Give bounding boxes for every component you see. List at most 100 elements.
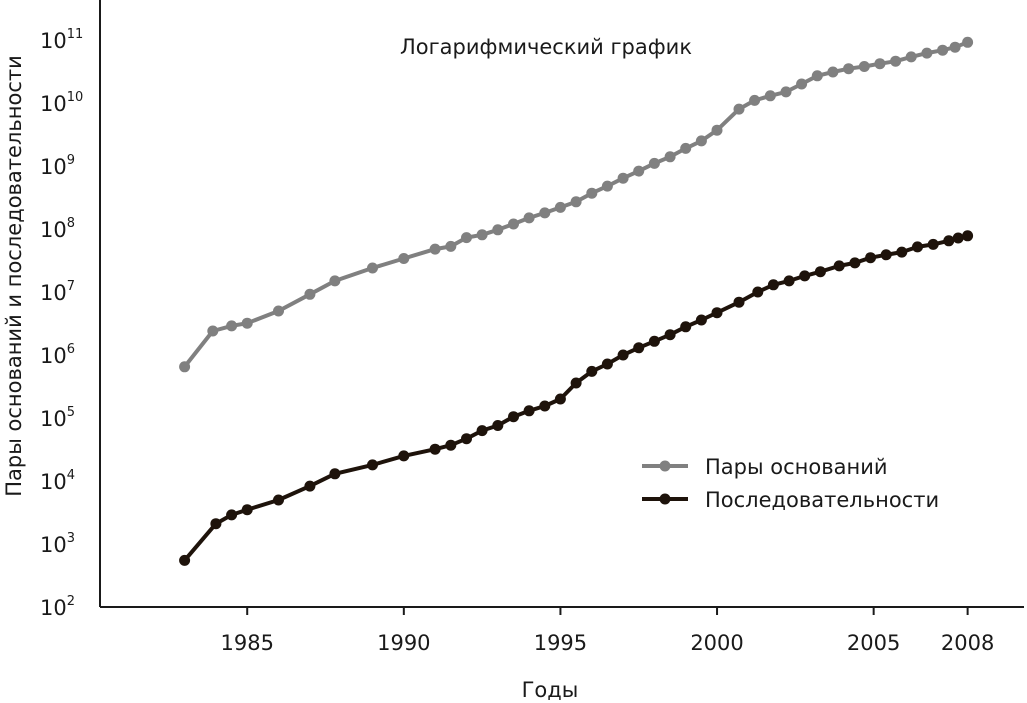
y-tick-exponent: 8: [67, 216, 75, 231]
data-point: [796, 78, 808, 90]
data-point: [539, 207, 551, 219]
x-tick-label: 2005: [847, 631, 900, 655]
x-ticks: 1985 1990 1995 2000 2005 2008: [220, 607, 994, 655]
data-point: [617, 349, 629, 361]
y-tick-exponent: 7: [67, 279, 75, 294]
data-point: [367, 459, 378, 471]
data-point: [445, 439, 457, 451]
y-tick-exponent: 2: [67, 594, 75, 609]
y-tick-base: 10: [40, 470, 67, 494]
y-axis-title: Пары оснований и последовательности: [2, 55, 26, 497]
data-point: [927, 238, 939, 250]
data-point: [554, 393, 566, 405]
data-point: [273, 305, 284, 317]
legend-item-base-pairs: Пары оснований: [642, 455, 888, 479]
y-tick-exponent: 11: [67, 27, 84, 42]
legend: Пары оснований Последовательности: [642, 455, 939, 512]
data-point: [633, 342, 645, 354]
data-point: [865, 252, 876, 264]
data-point: [648, 335, 660, 347]
y-tick-label: 1010: [40, 90, 83, 116]
y-tick-base: 10: [40, 92, 67, 116]
data-point: [937, 44, 949, 56]
data-point: [874, 58, 886, 70]
data-point: [890, 55, 902, 67]
data-point: [896, 246, 908, 258]
data-point: [843, 63, 855, 75]
chart-title: Логарифмический график: [400, 35, 692, 59]
data-point: [733, 296, 745, 308]
data-point: [304, 288, 316, 300]
data-point: [508, 411, 519, 423]
y-tick-exponent: 10: [67, 90, 84, 105]
y-tick-label: 105: [40, 405, 75, 431]
data-point: [664, 151, 676, 163]
data-point: [226, 320, 238, 332]
data-point: [539, 400, 551, 412]
y-tick-base: 10: [40, 596, 67, 620]
data-point: [586, 187, 598, 199]
series-base-pairs: [179, 36, 974, 373]
y-tick-base: 10: [40, 29, 67, 53]
data-point: [799, 270, 811, 282]
data-point: [764, 90, 776, 102]
data-point: [962, 230, 974, 242]
data-point: [780, 86, 792, 98]
data-point: [554, 201, 566, 213]
data-point: [833, 260, 845, 272]
data-point: [398, 253, 410, 264]
legend-label-base-pairs: Пары оснований: [705, 455, 888, 479]
data-point: [329, 275, 341, 287]
y-tick-exponent: 6: [67, 342, 75, 357]
axes: [99, 0, 1024, 608]
data-point: [733, 103, 745, 115]
y-tick-base: 10: [40, 344, 67, 368]
data-point: [949, 41, 961, 53]
y-tick-label: 1011: [40, 27, 83, 53]
data-point: [226, 509, 238, 521]
data-point: [858, 61, 870, 72]
data-point: [179, 554, 191, 566]
data-point: [912, 241, 923, 253]
data-point: [767, 279, 779, 291]
data-point: [329, 468, 341, 480]
data-point: [680, 321, 692, 333]
data-point: [461, 232, 472, 244]
data-point: [207, 325, 219, 337]
data-point: [304, 480, 316, 492]
data-point: [943, 235, 955, 247]
data-point: [749, 94, 761, 106]
data-point: [711, 124, 723, 136]
x-axis-title: Годы: [522, 678, 579, 702]
data-point: [962, 36, 974, 48]
data-point: [523, 212, 535, 224]
data-point: [711, 307, 723, 319]
data-point: [905, 51, 917, 63]
y-tick-label: 106: [40, 342, 75, 368]
data-point: [508, 218, 519, 230]
data-point: [273, 494, 284, 506]
data-point: [445, 240, 457, 252]
data-point: [664, 329, 676, 341]
data-point: [476, 425, 488, 437]
data-point: [633, 165, 645, 177]
x-tick-label: 2008: [941, 631, 994, 655]
y-tick-label: 107: [40, 279, 75, 305]
data-point: [601, 180, 613, 192]
data-point: [367, 262, 378, 274]
x-tick-label: 2000: [690, 631, 743, 655]
data-point: [952, 232, 964, 244]
data-point: [648, 157, 660, 169]
y-tick-base: 10: [40, 533, 67, 557]
y-tick-exponent: 9: [67, 153, 75, 168]
data-point: [461, 433, 472, 445]
data-point: [492, 420, 504, 431]
data-point: [814, 266, 826, 278]
data-point: [398, 450, 410, 462]
y-tick-label: 102: [40, 594, 75, 620]
data-point: [680, 142, 692, 154]
data-point: [601, 358, 613, 370]
x-tick-label: 1990: [377, 631, 430, 655]
data-point: [752, 286, 764, 298]
